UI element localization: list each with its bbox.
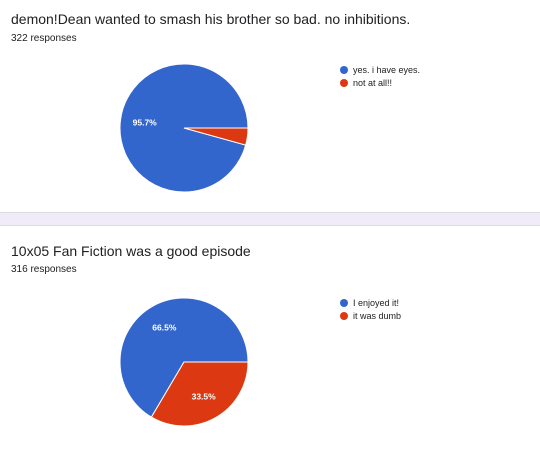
pie-chart: 95.7% (119, 63, 249, 193)
legend-item: I enjoyed it! (340, 296, 401, 309)
question-title: 10x05 Fan Fiction was a good episode (11, 243, 251, 259)
pie-chart: 66.5% 33.5% (119, 297, 249, 427)
legend-marker (340, 311, 348, 320)
legend: yes. i have eyes. not at all!! (340, 63, 420, 89)
card-separator (0, 212, 540, 226)
response-count: 322 responses (11, 33, 77, 44)
legend-label: yes. i have eyes. (353, 64, 421, 75)
response-count: 316 responses (11, 264, 77, 275)
pie-slice (119, 297, 249, 418)
legend-label: not at all!! (353, 77, 393, 88)
pie-slice (183, 127, 249, 146)
slice-data-label: 66.5% (152, 323, 177, 333)
legend-marker (340, 78, 348, 87)
slice-data-label: 95.7% (133, 118, 158, 128)
legend-item: yes. i have eyes. (340, 63, 420, 76)
legend-label: it was dumb (353, 310, 402, 321)
question-card-1: demon!Dean wanted to smash his brother s… (0, 0, 540, 212)
slice-data-label: 33.5% (192, 391, 217, 401)
question-card-2: 10x05 Fan Fiction was a good episode 316… (0, 226, 540, 449)
legend-label: I enjoyed it! (353, 297, 400, 308)
question-title: demon!Dean wanted to smash his brother s… (11, 11, 411, 27)
legend-item: not at all!! (340, 76, 420, 89)
legend-item: it was dumb (340, 309, 401, 322)
legend-marker (340, 298, 348, 307)
pie-slice (150, 361, 249, 427)
legend: I enjoyed it! it was dumb (340, 296, 401, 322)
legend-marker (340, 65, 348, 74)
